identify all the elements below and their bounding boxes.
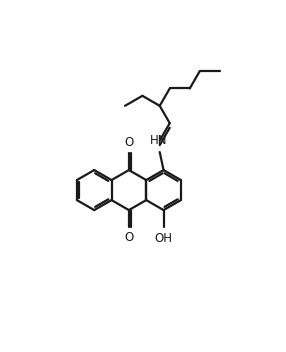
Text: O: O (124, 136, 134, 149)
Text: OH: OH (154, 232, 172, 245)
Text: HN: HN (149, 134, 167, 147)
Text: O: O (124, 231, 134, 244)
